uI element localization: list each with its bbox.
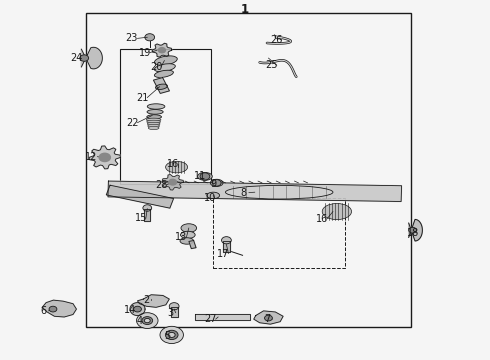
Ellipse shape (225, 185, 333, 199)
Ellipse shape (154, 56, 177, 65)
Circle shape (221, 237, 231, 244)
Polygon shape (409, 220, 422, 241)
Ellipse shape (147, 122, 160, 126)
Bar (213, 198, 345, 268)
Polygon shape (195, 314, 250, 320)
Text: 4: 4 (137, 316, 143, 325)
Text: 28: 28 (155, 180, 167, 190)
Text: 24: 24 (70, 53, 83, 63)
Polygon shape (81, 47, 102, 69)
Polygon shape (108, 181, 402, 202)
Ellipse shape (181, 224, 196, 232)
Text: 18: 18 (408, 228, 420, 238)
Polygon shape (42, 300, 76, 317)
Text: 12: 12 (85, 152, 98, 162)
Text: 14: 14 (124, 305, 136, 315)
Bar (86, 13, 411, 327)
Circle shape (49, 306, 57, 312)
Circle shape (134, 306, 142, 312)
Circle shape (145, 319, 150, 323)
Text: 21: 21 (136, 93, 148, 103)
Text: 25: 25 (266, 60, 278, 70)
Text: 3: 3 (168, 308, 174, 318)
Circle shape (169, 303, 179, 310)
Circle shape (165, 330, 178, 339)
Circle shape (142, 317, 153, 324)
Ellipse shape (154, 70, 173, 77)
Ellipse shape (147, 104, 165, 109)
Polygon shape (189, 240, 196, 248)
Circle shape (265, 315, 272, 321)
Ellipse shape (210, 179, 223, 186)
Text: 2: 2 (143, 295, 149, 305)
Polygon shape (89, 146, 121, 169)
Text: 22: 22 (126, 118, 139, 128)
Text: 20: 20 (150, 62, 162, 72)
Ellipse shape (207, 192, 220, 199)
Circle shape (168, 332, 175, 337)
Bar (121, 49, 211, 184)
Text: 17: 17 (217, 248, 230, 258)
Text: 10: 10 (204, 193, 216, 203)
Ellipse shape (147, 109, 163, 114)
Polygon shape (106, 185, 173, 208)
Ellipse shape (147, 118, 161, 121)
Circle shape (137, 313, 158, 328)
Polygon shape (138, 295, 169, 307)
Circle shape (169, 179, 176, 185)
Text: 11: 11 (194, 171, 206, 181)
Circle shape (99, 153, 110, 162)
Circle shape (200, 173, 210, 180)
Circle shape (158, 48, 166, 53)
Ellipse shape (154, 64, 175, 72)
Polygon shape (130, 303, 145, 316)
Ellipse shape (155, 84, 168, 89)
Circle shape (145, 34, 155, 41)
Ellipse shape (147, 120, 160, 123)
Text: 1: 1 (241, 3, 249, 16)
Ellipse shape (166, 161, 188, 173)
Ellipse shape (147, 115, 161, 119)
Text: 9: 9 (210, 179, 216, 189)
Ellipse shape (322, 203, 351, 220)
Polygon shape (162, 175, 183, 190)
Text: 7: 7 (264, 314, 270, 324)
Text: 26: 26 (270, 35, 283, 45)
Text: 13: 13 (175, 232, 188, 242)
Text: 15: 15 (135, 213, 147, 223)
Polygon shape (223, 241, 230, 252)
Polygon shape (254, 311, 283, 324)
Ellipse shape (197, 172, 212, 180)
Ellipse shape (148, 126, 159, 130)
Ellipse shape (180, 238, 194, 244)
Text: 5: 5 (164, 331, 170, 341)
Ellipse shape (180, 231, 195, 238)
Text: 6: 6 (41, 306, 47, 316)
Text: 27: 27 (204, 314, 217, 324)
Circle shape (80, 55, 89, 61)
Polygon shape (153, 78, 170, 93)
Circle shape (160, 326, 183, 343)
Text: 8: 8 (241, 188, 246, 198)
Polygon shape (145, 209, 150, 221)
Text: 16: 16 (167, 159, 179, 169)
Circle shape (212, 180, 221, 186)
Polygon shape (171, 307, 177, 317)
Text: 23: 23 (125, 33, 138, 43)
Circle shape (143, 205, 152, 211)
Text: 16: 16 (316, 214, 328, 224)
Ellipse shape (148, 124, 159, 127)
Polygon shape (152, 43, 171, 57)
Circle shape (409, 227, 416, 233)
Text: 19: 19 (139, 48, 151, 58)
